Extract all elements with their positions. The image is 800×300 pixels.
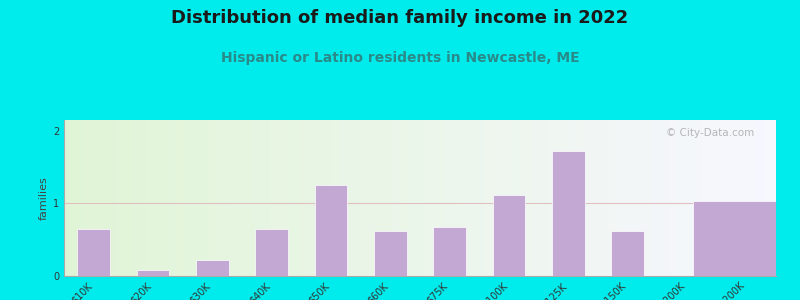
Text: Distribution of median family income in 2022: Distribution of median family income in … xyxy=(171,9,629,27)
Bar xyxy=(434,227,466,276)
Bar xyxy=(374,231,406,276)
Bar xyxy=(693,201,800,276)
Text: Hispanic or Latino residents in Newcastle, ME: Hispanic or Latino residents in Newcastl… xyxy=(221,51,579,65)
Bar xyxy=(314,185,347,276)
Bar xyxy=(137,270,170,276)
Bar xyxy=(552,151,585,276)
Bar xyxy=(611,231,644,276)
Text: © City-Data.com: © City-Data.com xyxy=(666,128,754,138)
Bar xyxy=(78,229,110,276)
Bar xyxy=(196,260,229,276)
Bar xyxy=(493,195,526,276)
Y-axis label: families: families xyxy=(38,176,49,220)
Bar xyxy=(255,229,288,276)
